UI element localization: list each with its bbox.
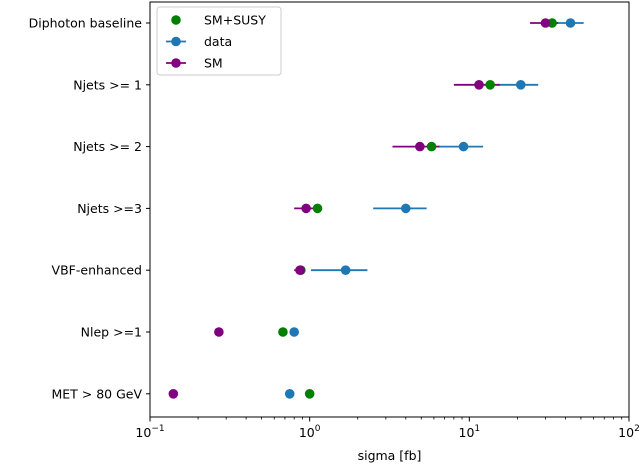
x-tick-label: 101 [459, 424, 481, 440]
x-axis: 10−1 100 101 102 [135, 417, 640, 440]
y-tick-label: Nlep >=1 [81, 325, 142, 340]
data-point [214, 327, 224, 337]
y-tick-label: Njets >= 2 [73, 139, 142, 154]
legend-frame [156, 6, 282, 76]
legend-marker [171, 15, 181, 25]
data-point [426, 141, 437, 152]
x-axis-label: sigma [fb] [358, 448, 422, 463]
data-point [295, 265, 305, 276]
data-point [515, 80, 526, 90]
data-point [474, 80, 484, 90]
data-point [168, 389, 179, 399]
legend-marker [171, 36, 181, 47]
y-tick-label: Diphoton baseline [29, 16, 143, 31]
data-point [284, 389, 295, 399]
data-point [289, 327, 299, 337]
x-tick-label: 100 [299, 424, 321, 440]
data-point [415, 141, 425, 152]
data-point [547, 18, 557, 28]
data-point [400, 203, 411, 214]
y-tick-label: Njets >= 1 [73, 77, 142, 92]
data-point [304, 389, 315, 399]
y-axis: Diphoton baseline Njets >= 1 Njets >= 2 Nje… [29, 16, 150, 401]
data-point [301, 203, 311, 214]
y-tick-label: MET > 80 GeV [51, 386, 142, 401]
legend: SM+SUSY data SM [156, 6, 282, 76]
data-point [278, 327, 288, 337]
x-tick-label: 102 [618, 424, 640, 440]
plot-frame [149, 1, 630, 418]
legend-label: data [204, 34, 232, 49]
data-point [458, 141, 469, 152]
y-tick-label: VBF-enhanced [52, 263, 142, 278]
data-point [565, 18, 576, 28]
y-tick-label: Njets >=3 [77, 201, 142, 216]
data-point [540, 18, 551, 28]
data-point [340, 265, 351, 276]
legend-marker [171, 58, 181, 68]
data-point [485, 80, 495, 90]
legend-label: SM+SUSY [204, 13, 266, 28]
data-points [168, 18, 576, 399]
data-point [312, 203, 323, 214]
legend-label: SM [204, 56, 223, 71]
x-tick-label: 10−1 [135, 424, 164, 440]
